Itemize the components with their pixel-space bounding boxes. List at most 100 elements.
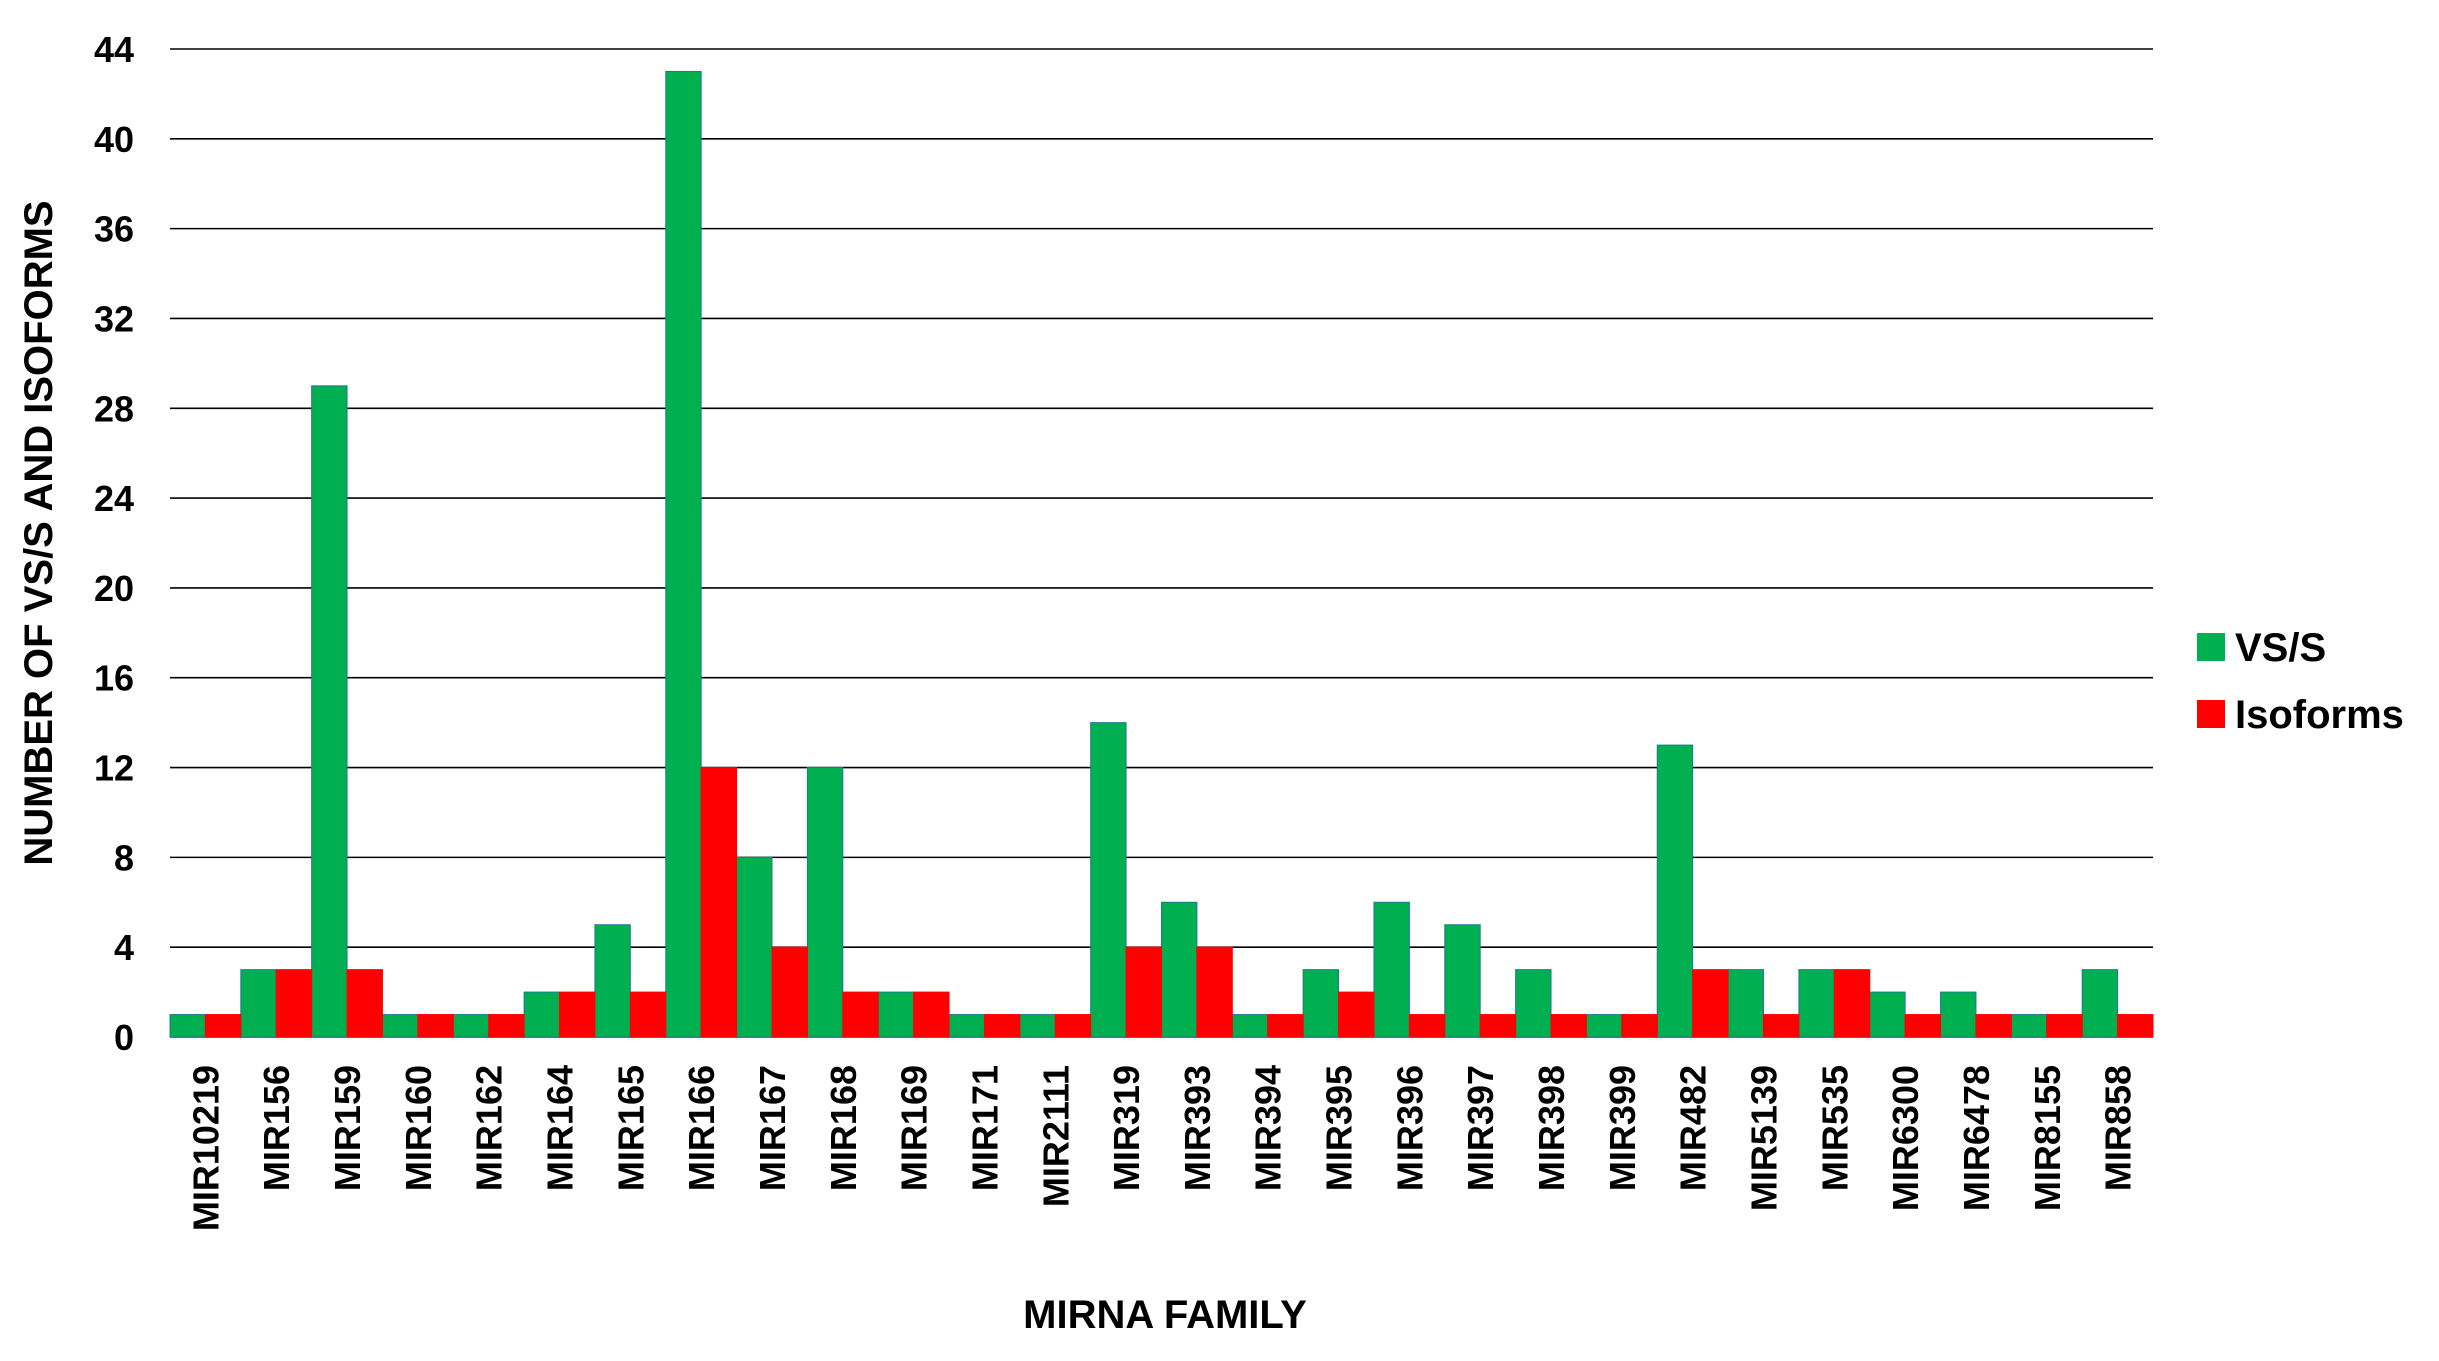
bar-isoforms-mir165 xyxy=(629,991,667,1038)
x-tick-label: MIR6300 xyxy=(1885,1065,1926,1211)
x-tick-label: MIR159 xyxy=(327,1065,368,1191)
bar-vs-s-mir399 xyxy=(1585,1014,1623,1038)
y-tick-label: 32 xyxy=(94,298,134,339)
bar-isoforms-mir168 xyxy=(842,991,879,1038)
x-tick-label: MIR6478 xyxy=(1956,1065,1997,1211)
y-tick-label: 24 xyxy=(94,478,134,519)
x-tick-label: MIR167 xyxy=(752,1065,793,1191)
x-tick-label: MIR168 xyxy=(823,1065,864,1191)
x-tick-label: MIR162 xyxy=(469,1065,510,1191)
y-tick-label: 12 xyxy=(94,748,134,789)
bar-vs-s-mir482 xyxy=(1656,744,1694,1038)
x-tick-label: MIR399 xyxy=(1602,1065,1643,1191)
x-tick-label: MIR160 xyxy=(398,1065,439,1191)
y-tick-label: 44 xyxy=(94,29,134,70)
x-tick-label: MIR482 xyxy=(1673,1065,1714,1191)
bar-isoforms-mir159 xyxy=(346,969,383,1038)
x-tick-label: MIR164 xyxy=(540,1065,581,1191)
bar-isoforms-mir394 xyxy=(1267,1014,1304,1038)
bar-vs-s-mir858 xyxy=(2081,969,2119,1038)
bar-isoforms-mir5139 xyxy=(1762,1014,1800,1038)
bar-isoforms-mir397 xyxy=(1479,1014,1517,1038)
bar-isoforms-mir2111 xyxy=(1054,1014,1092,1038)
bar-isoforms-mir166 xyxy=(700,767,738,1038)
x-tick-label: MIR166 xyxy=(681,1065,722,1191)
bar-isoforms-mir8155 xyxy=(2046,1014,2083,1038)
x-axis-tick-labels: MIR10219 MIR156 MIR159 MIR160 MIR162 MIR164 MI… xyxy=(185,1065,2138,1231)
bar-vs-s-mir165 xyxy=(594,924,631,1038)
bar-vs-s-mir10219 xyxy=(169,1014,206,1038)
x-tick-label: MIR169 xyxy=(894,1065,935,1191)
x-tick-label: MIR5139 xyxy=(1743,1065,1784,1211)
bar-vs-s-mir5139 xyxy=(1727,969,1764,1038)
y-tick-label: 16 xyxy=(94,658,134,699)
x-tick-label: MIR156 xyxy=(256,1065,297,1191)
legend-swatch xyxy=(2197,633,2225,661)
bar-isoforms-mir482 xyxy=(1692,969,1729,1038)
bar-isoforms-mir169 xyxy=(913,991,950,1038)
bar-isoforms-mir393 xyxy=(1196,946,1233,1038)
bar-vs-s-mir171 xyxy=(948,1014,985,1038)
bar-isoforms-mir162 xyxy=(488,1014,525,1038)
bar-isoforms-mir319 xyxy=(1125,946,1162,1038)
bar-vs-s-mir168 xyxy=(806,767,844,1038)
bar-vs-s-mir8155 xyxy=(2010,1014,2048,1038)
x-tick-label: MIR319 xyxy=(1106,1065,1147,1191)
y-tick-label: 40 xyxy=(94,119,134,160)
bar-isoforms-mir399 xyxy=(1621,1014,1658,1038)
bar-vs-s-mir156 xyxy=(240,969,277,1038)
bars xyxy=(169,70,2154,1038)
x-tick-label: MIR165 xyxy=(610,1065,651,1191)
bar-isoforms-mir396 xyxy=(1408,1014,1446,1038)
x-tick-label: MIR171 xyxy=(964,1065,1005,1191)
bar-isoforms-mir535 xyxy=(1833,969,1871,1038)
x-tick-label: MIR10219 xyxy=(185,1065,226,1231)
bar-vs-s-mir6300 xyxy=(1869,991,1906,1038)
gridlines xyxy=(170,48,2153,1038)
y-tick-label: 20 xyxy=(94,568,134,609)
bar-vs-s-mir164 xyxy=(523,991,561,1038)
bar-isoforms-mir160 xyxy=(417,1014,454,1038)
bar-vs-s-mir6478 xyxy=(1940,991,1977,1038)
bar-vs-s-mir169 xyxy=(877,991,915,1038)
bar-isoforms-mir164 xyxy=(559,991,596,1038)
legend-swatch xyxy=(2197,700,2225,728)
y-axis-tick-labels: 0 4 8 12 16 20 24 28 32 36 40 44 xyxy=(94,29,134,1058)
legend-label: Isoforms xyxy=(2235,693,2404,737)
bar-vs-s-mir395 xyxy=(1302,969,1340,1038)
x-tick-label: MIR393 xyxy=(1177,1065,1218,1191)
x-tick-label: MIR394 xyxy=(1248,1065,1289,1191)
x-tick-label: MIR8155 xyxy=(2027,1065,2068,1211)
bar-isoforms-mir395 xyxy=(1338,991,1375,1038)
bar-vs-s-mir159 xyxy=(311,385,348,1038)
x-tick-label: MIR858 xyxy=(2098,1065,2139,1191)
bar-isoforms-mir167 xyxy=(771,946,808,1038)
bar-isoforms-mir10219 xyxy=(204,1014,242,1038)
y-tick-label: 28 xyxy=(94,388,134,429)
y-tick-label: 0 xyxy=(114,1017,134,1058)
bar-vs-s-mir535 xyxy=(1798,969,1835,1038)
bar-vs-s-mir160 xyxy=(381,1014,419,1038)
bar-vs-s-mir2111 xyxy=(1019,1014,1056,1038)
bar-isoforms-mir171 xyxy=(983,1014,1021,1038)
bar-vs-s-mir393 xyxy=(1161,901,1198,1038)
x-tick-label: MIR398 xyxy=(1531,1065,1572,1191)
bar-isoforms-mir6478 xyxy=(1975,1014,2012,1038)
y-tick-label: 36 xyxy=(94,209,134,250)
bar-isoforms-mir156 xyxy=(275,969,313,1038)
bar-isoforms-mir858 xyxy=(2117,1014,2154,1038)
bar-isoforms-mir6300 xyxy=(1904,1014,1942,1038)
y-axis-title: NUMBER OF VS/S AND ISOFORMS xyxy=(17,200,61,865)
bar-vs-s-mir396 xyxy=(1373,901,1410,1038)
bar-vs-s-mir398 xyxy=(1515,969,1552,1038)
y-tick-label: 8 xyxy=(114,837,134,878)
x-tick-label: MIR396 xyxy=(1389,1065,1430,1191)
x-axis-title: MIRNA FAMILY xyxy=(1023,1293,1307,1337)
bar-vs-s-mir167 xyxy=(736,856,773,1038)
bar-vs-s-mir166 xyxy=(665,70,702,1038)
bar-vs-s-mir397 xyxy=(1444,924,1481,1038)
bar-vs-s-mir162 xyxy=(452,1014,490,1038)
legend: VS/S Isoforms xyxy=(2197,626,2404,737)
x-tick-label: MIR2111 xyxy=(1035,1065,1076,1207)
